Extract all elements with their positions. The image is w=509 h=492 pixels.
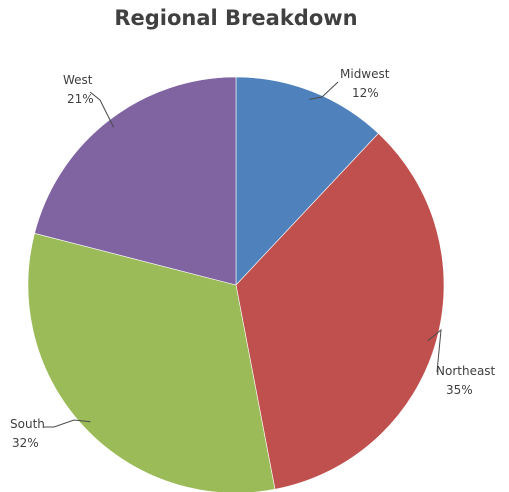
chart-title: Regional Breakdown <box>114 6 358 30</box>
slice-value-west: 21% <box>67 92 94 106</box>
leader-line-west <box>89 91 115 128</box>
pie-slice-midwest <box>235 76 379 286</box>
slice-label-west: West <box>63 73 93 87</box>
slice-value-midwest: 12% <box>352 86 379 100</box>
pie-slice-south <box>27 232 276 492</box>
slice-value-northeast: 35% <box>446 383 473 397</box>
labels-layer: Midwest 12% Northeast 35% South 32% West 21% <box>10 67 496 450</box>
leader-line-northeast <box>427 328 442 373</box>
pie-slice-west <box>34 76 237 286</box>
leader-line-midwest <box>309 81 339 100</box>
slice-label-midwest: Midwest <box>340 67 390 81</box>
slice-value-south: 32% <box>12 436 39 450</box>
pie-slice-northeast <box>235 132 445 490</box>
leader-line-south <box>44 419 91 428</box>
slices-layer <box>27 76 445 492</box>
leaders-layer <box>44 81 442 428</box>
slice-label-south: South <box>10 417 45 431</box>
slice-label-northeast: Northeast <box>436 364 496 378</box>
